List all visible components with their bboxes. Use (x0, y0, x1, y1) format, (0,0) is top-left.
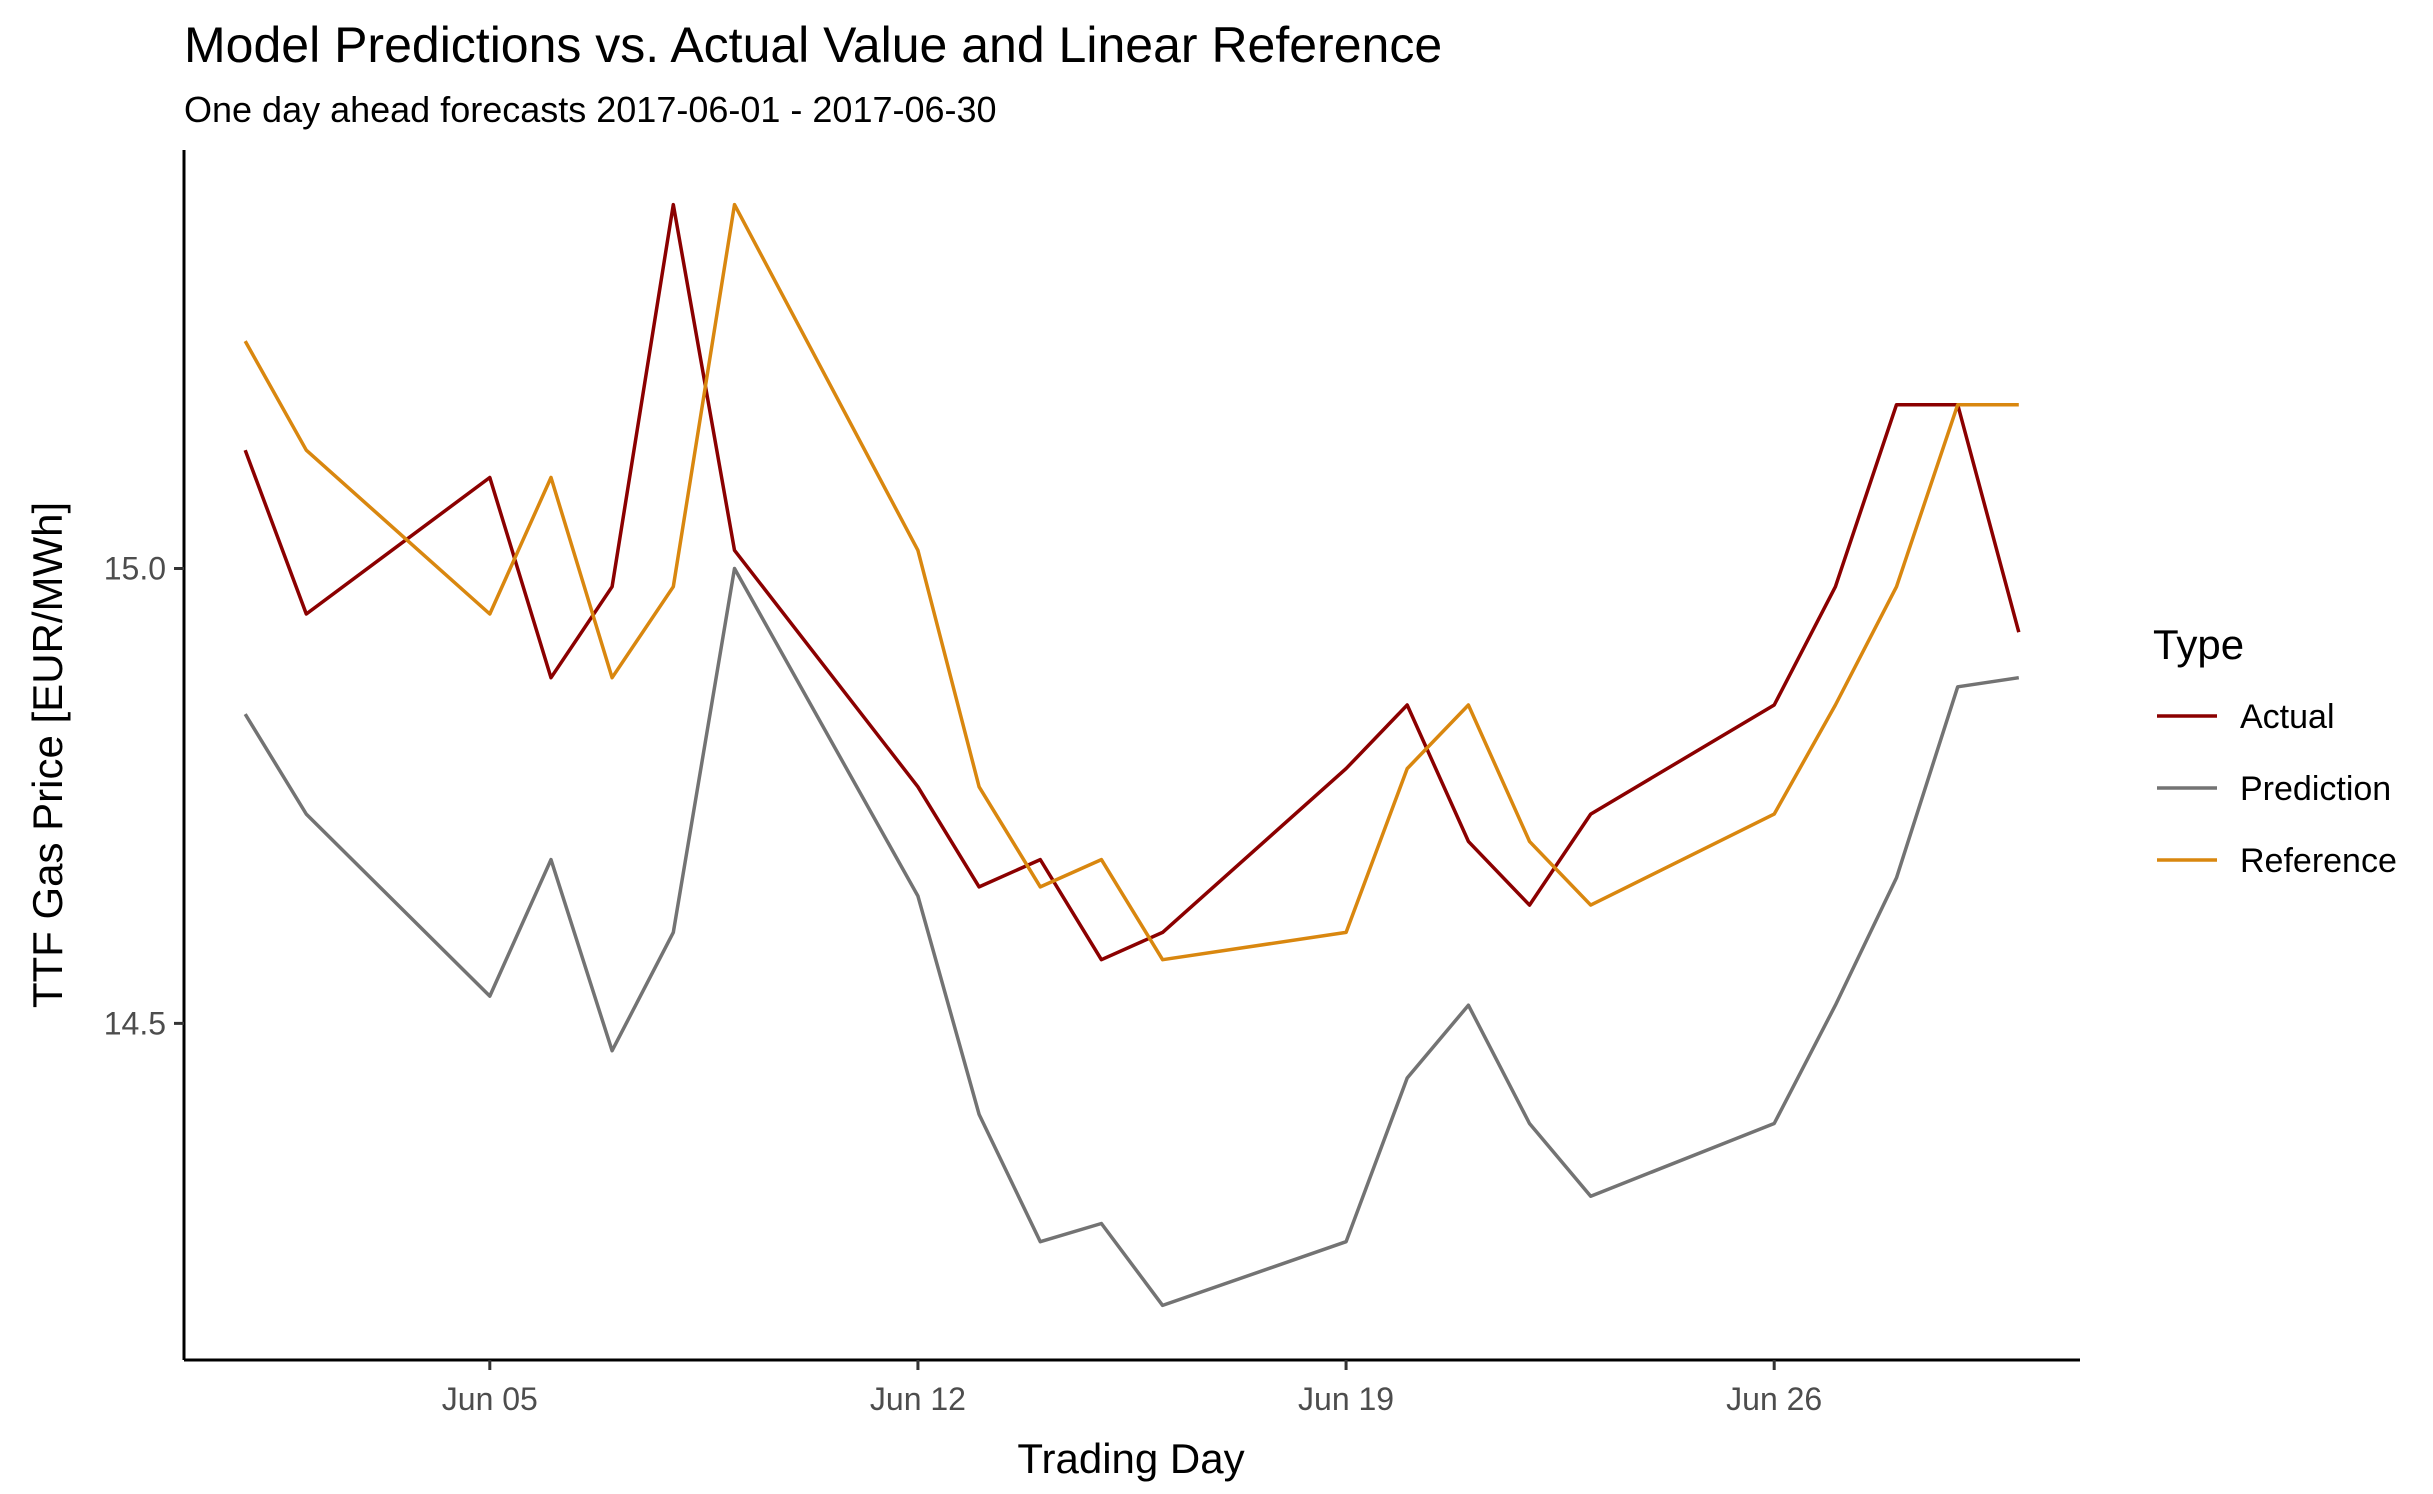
chart-title: Model Predictions vs. Actual Value and L… (184, 17, 1442, 73)
y-axis-title: TTF Gas Price [EUR/MWh] (24, 502, 71, 1008)
x-ticks: Jun 05 Jun 12 Jun 19 Jun 26 (442, 1360, 1822, 1417)
y-tick-label: 14.5 (104, 1005, 166, 1041)
series-line-prediction (243, 566, 2020, 1308)
series-line-actual (243, 202, 2021, 962)
y-tick-label: 15.0 (104, 550, 166, 586)
x-tick-label: Jun 12 (870, 1381, 966, 1417)
x-tick-label: Jun 05 (442, 1381, 538, 1417)
x-axis-title: Trading Day (1017, 1435, 1244, 1482)
series-line-reference (243, 202, 2019, 962)
legend: Type Actual Prediction Reference (2153, 621, 2397, 880)
plot-area (243, 202, 2021, 1308)
legend-label-actual: Actual (2240, 698, 2335, 736)
legend-label-reference: Reference (2240, 842, 2397, 880)
x-tick-label: Jun 19 (1298, 1381, 1394, 1417)
x-tick-label: Jun 26 (1726, 1381, 1822, 1417)
legend-title: Type (2153, 621, 2244, 668)
legend-label-prediction: Prediction (2240, 770, 2391, 808)
y-ticks: 14.5 15.0 (104, 550, 184, 1041)
chart-subtitle: One day ahead forecasts 2017-06-01 - 201… (184, 89, 997, 130)
